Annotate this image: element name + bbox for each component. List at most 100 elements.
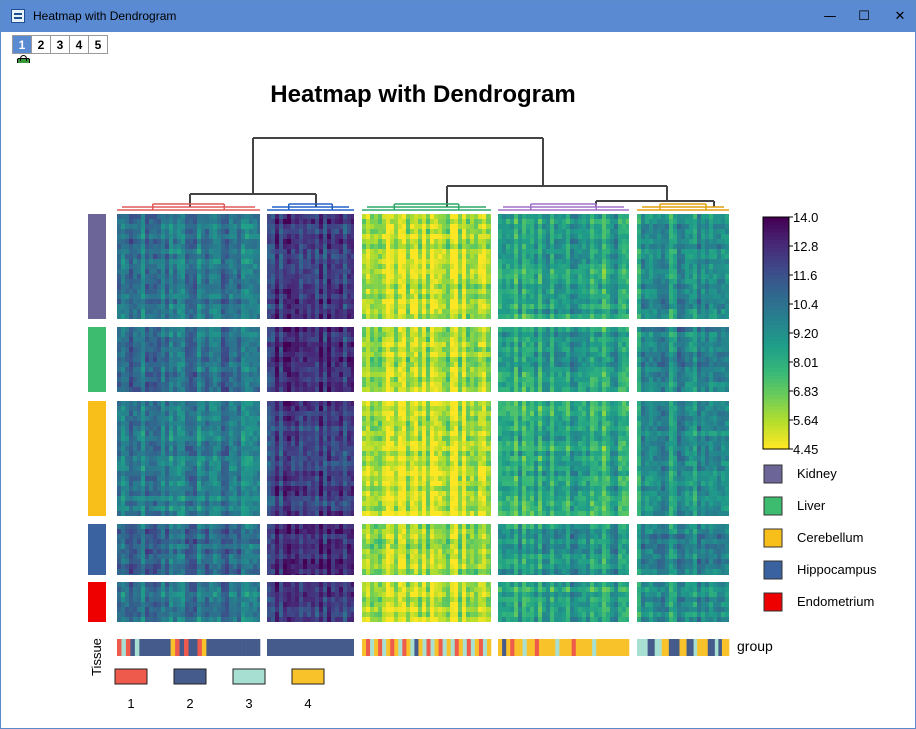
heatmap-cell [141,501,145,506]
heatmap-cell [153,387,157,392]
heatmap-cell [165,441,169,446]
page-tab-2[interactable]: 2 [31,35,51,54]
heatmap-cell [153,569,157,574]
heatmap-cell [275,441,279,446]
page-tab-1[interactable]: 1 [12,35,32,54]
heatmap-cell [145,249,149,254]
heatmap-cell [287,607,291,612]
heatmap-cell [117,289,121,294]
heatmap-cell [161,342,165,347]
heatmap-cell [466,289,470,294]
heatmap-cell [287,259,291,264]
heatmap-cell [279,239,283,244]
heatmap-cell [141,289,145,294]
heatmap-cell [315,406,319,411]
heatmap-cell [295,299,299,304]
heatmap-cell [205,451,209,456]
heatmap-cell [237,436,241,441]
heatmap-cell [299,529,303,534]
heatmap-cell [450,244,454,249]
heatmap-cell [217,554,221,559]
heatmap-cell [201,511,205,516]
heatmap-cell [177,421,181,426]
heatmap-cell [125,259,129,264]
heatmap-cell [141,264,145,269]
heatmap-cell [315,569,319,574]
heatmap-cell [291,264,295,269]
heatmap-cell [267,607,271,612]
heatmap-cell [323,264,327,269]
heatmap-cell [323,524,327,529]
heatmap-cell [257,461,260,466]
heatmap-cell [315,264,319,269]
heatmap-cell [125,431,129,436]
heatmap-cell [307,426,311,431]
page-tab-5[interactable]: 5 [88,35,108,54]
heatmap-cell [137,411,141,416]
heatmap-cell [125,529,129,534]
heatmap-cell [343,506,347,511]
page-tab-3[interactable]: 3 [50,35,70,54]
heatmap-cell [137,342,141,347]
heatmap-cell [257,332,260,337]
maximize-button[interactable]: ☐ [858,9,870,24]
heatmap-cell [149,506,153,511]
heatmap-cell [165,327,169,332]
heatmap-cell [394,254,398,259]
heatmap-cell [233,264,237,269]
heatmap-cell [117,224,121,229]
page-tab-4[interactable]: 4 [69,35,89,54]
heatmap-cell [209,544,213,549]
heatmap-cell [193,284,197,289]
heatmap-cell [327,481,331,486]
heatmap-cell [343,612,347,617]
heatmap-cell [245,294,249,299]
heatmap-cell [225,244,229,249]
heatmap-cell [362,234,366,239]
heatmap-cell [398,214,402,219]
heatmap-cell [141,476,145,481]
heatmap-cell [347,352,351,357]
heatmap-cell [319,269,323,274]
heatmap-cell [157,234,161,239]
heatmap-cell [157,264,161,269]
heatmap-cell [335,451,339,456]
heatmap-cell [267,406,271,411]
close-button[interactable]: ✕ [894,9,906,24]
heatmap-cell [125,421,129,426]
heatmap-cell [323,401,327,406]
minimize-button[interactable]: — [823,9,837,24]
heatmap-cell [193,229,197,234]
heatmap-cell [201,284,205,289]
heatmap-cell [249,446,253,451]
heatmap-cell [442,229,446,234]
heatmap-cell [165,309,169,314]
heatmap-cell [319,387,323,392]
heatmap-cell [257,377,260,382]
heatmap-cell [438,219,442,224]
heatmap-cell [287,229,291,234]
heatmap-cell [315,471,319,476]
heatmap-cell [283,421,287,426]
heatmap-cell [414,264,418,269]
heatmap-cell [267,372,271,377]
heatmap-cell [390,224,394,229]
heatmap-cell [181,617,185,622]
heatmap-cell [267,544,271,549]
heatmap-cell [382,289,386,294]
heatmap-cell [323,564,327,569]
heatmap-cell [327,367,331,372]
heatmap-cell [177,511,181,516]
heatmap-cell [319,279,323,284]
heatmap-cell [414,224,418,229]
heatmap-cell [137,382,141,387]
heatmap-cell [181,342,185,347]
heatmap-cell [153,229,157,234]
heatmap-cell [169,357,173,362]
heatmap-cell [430,279,434,284]
heatmap-cell [257,259,260,264]
heatmap-cell [177,574,181,575]
heatmap-cell [185,342,189,347]
heatmap-cell [287,511,291,516]
heatmap-cell [311,224,315,229]
